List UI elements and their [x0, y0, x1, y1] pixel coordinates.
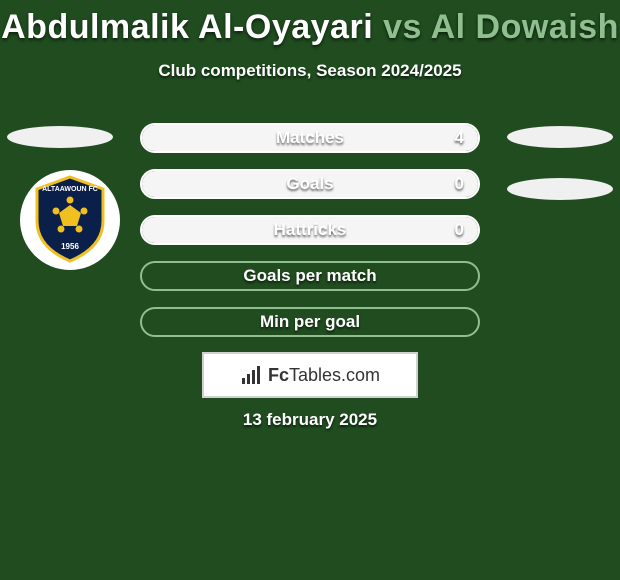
- vs-separator: vs: [383, 8, 422, 46]
- date-text: 13 february 2025: [0, 410, 620, 430]
- svg-text:1956: 1956: [61, 242, 79, 251]
- chart-icon: [240, 364, 262, 386]
- stat-label: Min per goal: [260, 312, 360, 332]
- side-ellipse: [7, 126, 113, 148]
- stat-row: Hattricks 0: [140, 215, 480, 245]
- player1-name: Abdulmalik Al-Oyayari: [1, 8, 373, 46]
- brand-suffix: Tables.com: [289, 365, 380, 385]
- side-ellipse: [507, 126, 613, 148]
- stat-row: Goals per match: [140, 261, 480, 291]
- stat-value: 4: [455, 128, 464, 148]
- player2-name: Al Dowaish: [431, 8, 619, 46]
- comparison-title: Abdulmalik Al-Oyayari vs Al Dowaish: [0, 0, 620, 47]
- club-badge: ALTAAWOUN FC 1956: [20, 170, 120, 270]
- stat-row: Goals 0: [140, 169, 480, 199]
- stat-label: Hattricks: [274, 220, 347, 240]
- brand-logo-box: FcTables.com: [202, 352, 418, 398]
- stat-value: 0: [455, 174, 464, 194]
- side-ellipse: [507, 178, 613, 200]
- stat-value: 0: [455, 220, 464, 240]
- stat-label: Goals per match: [243, 266, 376, 286]
- stat-label: Matches: [276, 128, 344, 148]
- svg-text:ALTAAWOUN FC: ALTAAWOUN FC: [42, 186, 98, 193]
- subtitle: Club competitions, Season 2024/2025: [0, 61, 620, 81]
- brand-logo-text: FcTables.com: [268, 365, 380, 386]
- stats-container: Matches 4 Goals 0 Hattricks 0 Goals per match M…: [140, 123, 480, 353]
- club-badge-svg: ALTAAWOUN FC 1956: [31, 175, 109, 265]
- stat-row: Min per goal: [140, 307, 480, 337]
- stat-row: Matches 4: [140, 123, 480, 153]
- stat-label: Goals: [286, 174, 333, 194]
- brand-prefix: Fc: [268, 365, 289, 385]
